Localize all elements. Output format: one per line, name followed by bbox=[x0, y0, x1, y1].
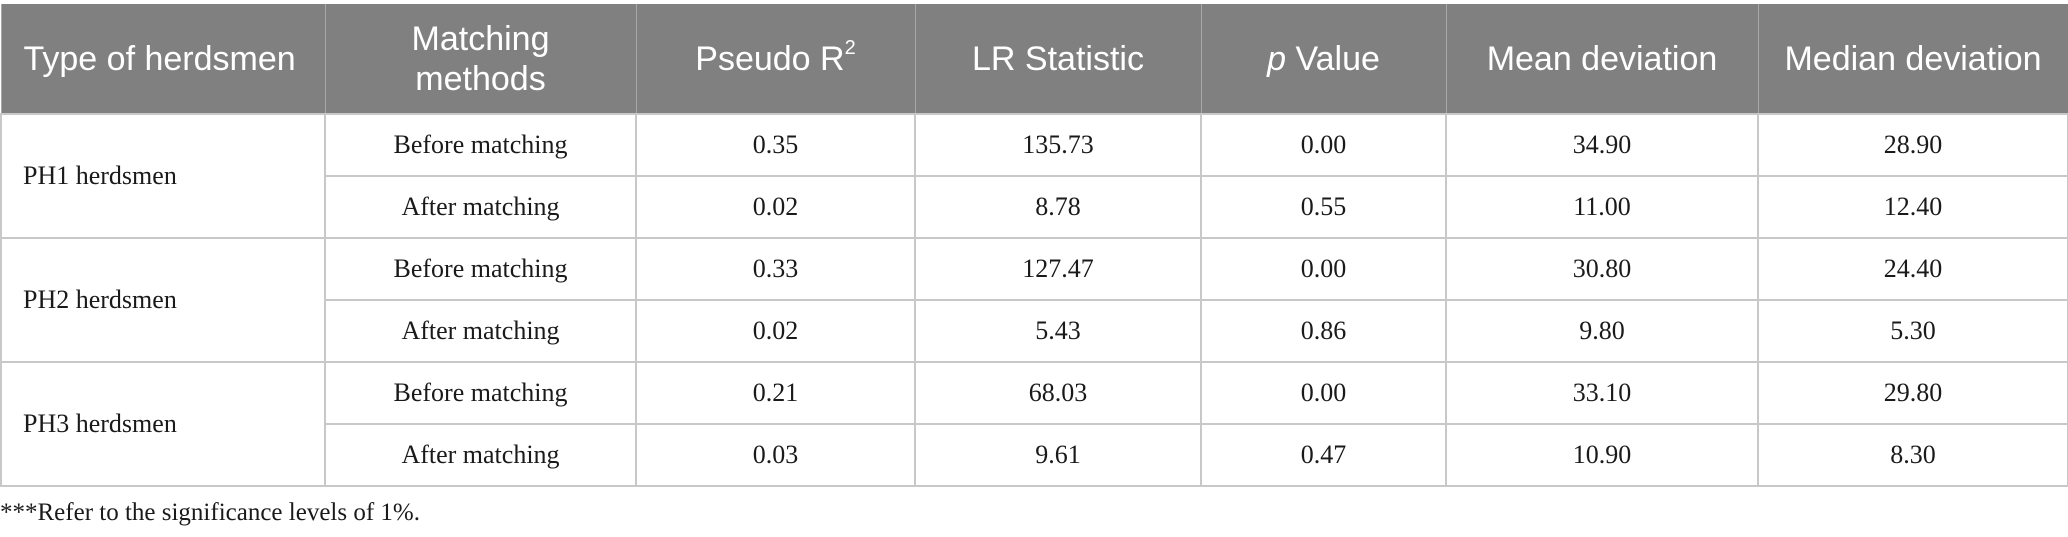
pseudo-r2-cell: 0.35 bbox=[635, 113, 916, 177]
median-deviation-cell: 8.30 bbox=[1757, 423, 2068, 487]
mean-deviation-cell: 11.00 bbox=[1445, 175, 1759, 239]
method-cell: After matching bbox=[324, 423, 637, 487]
method-cell: After matching bbox=[324, 299, 637, 363]
p-value-cell: 0.86 bbox=[1200, 299, 1447, 363]
table-header: Type of herdsmen Matching methods Pseudo… bbox=[0, 4, 2068, 114]
header-p-rest: Value bbox=[1286, 39, 1380, 78]
method-cell: After matching bbox=[324, 175, 637, 239]
type-cell: PH3 herdsmen bbox=[0, 361, 326, 487]
header-type: Type of herdsmen bbox=[0, 4, 326, 114]
table-row: After matching 0.02 5.43 0.86 9.80 5.30 bbox=[1, 299, 2068, 363]
lr-cell: 135.73 bbox=[914, 113, 1202, 177]
mean-deviation-cell: 34.90 bbox=[1445, 113, 1759, 177]
header-median-deviation: Median deviation bbox=[1757, 4, 2068, 114]
pseudo-r2-cell: 0.02 bbox=[635, 175, 916, 239]
header-pseudo-r2: Pseudo R2 bbox=[635, 4, 916, 114]
p-value-cell: 0.00 bbox=[1200, 361, 1447, 425]
table-row: After matching 0.03 9.61 0.47 10.90 8.30 bbox=[1, 423, 2068, 487]
type-cell: PH2 herdsmen bbox=[0, 237, 326, 363]
p-value-cell: 0.47 bbox=[1200, 423, 1447, 487]
lr-cell: 5.43 bbox=[914, 299, 1202, 363]
header-matching: Matching methods bbox=[324, 4, 637, 114]
pseudo-r2-cell: 0.21 bbox=[635, 361, 916, 425]
lr-cell: 9.61 bbox=[914, 423, 1202, 487]
header-row: Type of herdsmen Matching methods Pseudo… bbox=[0, 4, 2068, 114]
lr-cell: 8.78 bbox=[914, 175, 1202, 239]
table-footnote: ***Refer to the significance levels of 1… bbox=[0, 499, 420, 526]
method-cell: Before matching bbox=[324, 237, 637, 301]
p-value-cell: 0.00 bbox=[1200, 237, 1447, 301]
median-deviation-cell: 24.40 bbox=[1757, 237, 2068, 301]
header-pseudo-r2-superscript: 2 bbox=[844, 36, 856, 59]
method-cell: Before matching bbox=[324, 113, 637, 177]
table-row: PH2 herdsmen Before matching 0.33 127.47… bbox=[0, 237, 2068, 363]
table-body: PH1 herdsmen Before matching 0.35 135.73… bbox=[0, 113, 2068, 487]
header-lr-statistic: LR Statistic bbox=[914, 4, 1202, 114]
pseudo-r2-cell: 0.03 bbox=[635, 423, 916, 487]
lr-cell: 127.47 bbox=[914, 237, 1202, 301]
median-deviation-cell: 5.30 bbox=[1757, 299, 2068, 363]
method-cell: Before matching bbox=[324, 361, 637, 425]
table-row: PH1 herdsmen Before matching 0.35 135.73… bbox=[0, 113, 2068, 239]
median-deviation-cell: 28.90 bbox=[1757, 113, 2068, 177]
header-mean-deviation: Mean deviation bbox=[1445, 4, 1759, 114]
median-deviation-cell: 12.40 bbox=[1757, 175, 2068, 239]
mean-deviation-cell: 10.90 bbox=[1445, 423, 1759, 487]
mean-deviation-cell: 9.80 bbox=[1445, 299, 1759, 363]
lr-cell: 68.03 bbox=[914, 361, 1202, 425]
mean-deviation-cell: 33.10 bbox=[1445, 361, 1759, 425]
header-p-italic: p bbox=[1267, 39, 1287, 78]
mean-deviation-cell: 30.80 bbox=[1445, 237, 1759, 301]
table-row: PH3 herdsmen Before matching 0.21 68.03 … bbox=[0, 361, 2068, 487]
results-table-container: Type of herdsmen Matching methods Pseudo… bbox=[0, 4, 2068, 487]
p-value-cell: 0.55 bbox=[1200, 175, 1447, 239]
median-deviation-cell: 29.80 bbox=[1757, 361, 2068, 425]
matching-results-table: Type of herdsmen Matching methods Pseudo… bbox=[0, 4, 2068, 487]
header-pseudo-r2-text: Pseudo R bbox=[695, 39, 845, 78]
pseudo-r2-cell: 0.02 bbox=[635, 299, 916, 363]
header-p-value: p Value bbox=[1200, 4, 1447, 114]
type-cell: PH1 herdsmen bbox=[0, 113, 326, 239]
pseudo-r2-cell: 0.33 bbox=[635, 237, 916, 301]
p-value-cell: 0.00 bbox=[1200, 113, 1447, 177]
table-row: After matching 0.02 8.78 0.55 11.00 12.4… bbox=[1, 175, 2068, 239]
